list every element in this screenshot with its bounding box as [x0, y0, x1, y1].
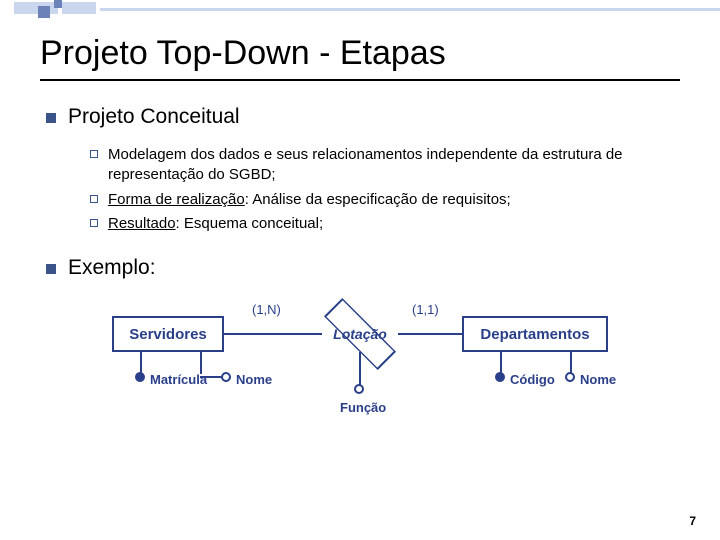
- sub-bullet-resultado: Resultado: Esquema conceitual;: [90, 214, 680, 234]
- cardinality-right: (1,1): [412, 302, 439, 317]
- hollow-square-bullet-icon: [90, 150, 98, 158]
- bullet-text: Exemplo:: [68, 256, 156, 280]
- hollow-square-bullet-icon: [90, 195, 98, 203]
- attr-edge: [140, 352, 142, 374]
- underline-label: Resultado: [108, 215, 176, 232]
- title-rule: [40, 79, 680, 81]
- entity-servidores: Servidores: [112, 316, 224, 352]
- cardinality-left: (1,N): [252, 302, 281, 317]
- sub-bullet-text: Modelagem dos dados e seus relacionament…: [108, 145, 680, 186]
- attr-dot-icon: [221, 372, 231, 382]
- page-number: 7: [689, 514, 696, 528]
- key-attr-dot-icon: [495, 372, 505, 382]
- sub-bullet-group: Modelagem dos dados e seus relacionament…: [90, 145, 680, 234]
- bullet-exemplo: Exemplo:: [46, 256, 680, 280]
- attr-nome-dep: Nome: [580, 372, 616, 387]
- edge-right: [398, 333, 462, 335]
- attr-dot-icon: [354, 384, 364, 394]
- relationship-lotacao: Lotação: [322, 316, 398, 352]
- attr-edge: [500, 352, 502, 374]
- underline-label: Forma de realização: [108, 191, 245, 208]
- attr-dot-icon: [565, 372, 575, 382]
- bullet-text: Projeto Conceitual: [68, 105, 240, 129]
- sub-bullet-modelagem: Modelagem dos dados e seus relacionament…: [90, 145, 680, 186]
- bullet-projeto-conceitual: Projeto Conceitual: [46, 105, 680, 129]
- slide-title: Projeto Top-Down - Etapas: [40, 34, 680, 73]
- entity-departamentos: Departamentos: [462, 316, 608, 352]
- sub-bullet-forma: Forma de realização: Análise da especifi…: [90, 190, 680, 210]
- sub-bullet-text: Resultado: Esquema conceitual;: [108, 214, 323, 234]
- sub-bullet-text: Forma de realização: Análise da especifi…: [108, 190, 511, 210]
- square-bullet-icon: [46, 264, 56, 274]
- attr-funcao: Função: [340, 400, 386, 415]
- key-attr-dot-icon: [135, 372, 145, 382]
- attr-matricula: Matrícula: [150, 372, 207, 387]
- er-diagram: Servidores Departamentos Lotação (1,N) (…: [100, 296, 620, 431]
- square-bullet-icon: [46, 113, 56, 123]
- attr-edge: [200, 352, 202, 374]
- attr-edge: [200, 376, 222, 378]
- attr-codigo: Código: [510, 372, 555, 387]
- attr-edge: [359, 352, 361, 386]
- attr-nome-serv: Nome: [236, 372, 272, 387]
- top-accent: [0, 0, 720, 18]
- attr-edge: [570, 352, 572, 374]
- hollow-square-bullet-icon: [90, 219, 98, 227]
- edge-left: [224, 333, 322, 335]
